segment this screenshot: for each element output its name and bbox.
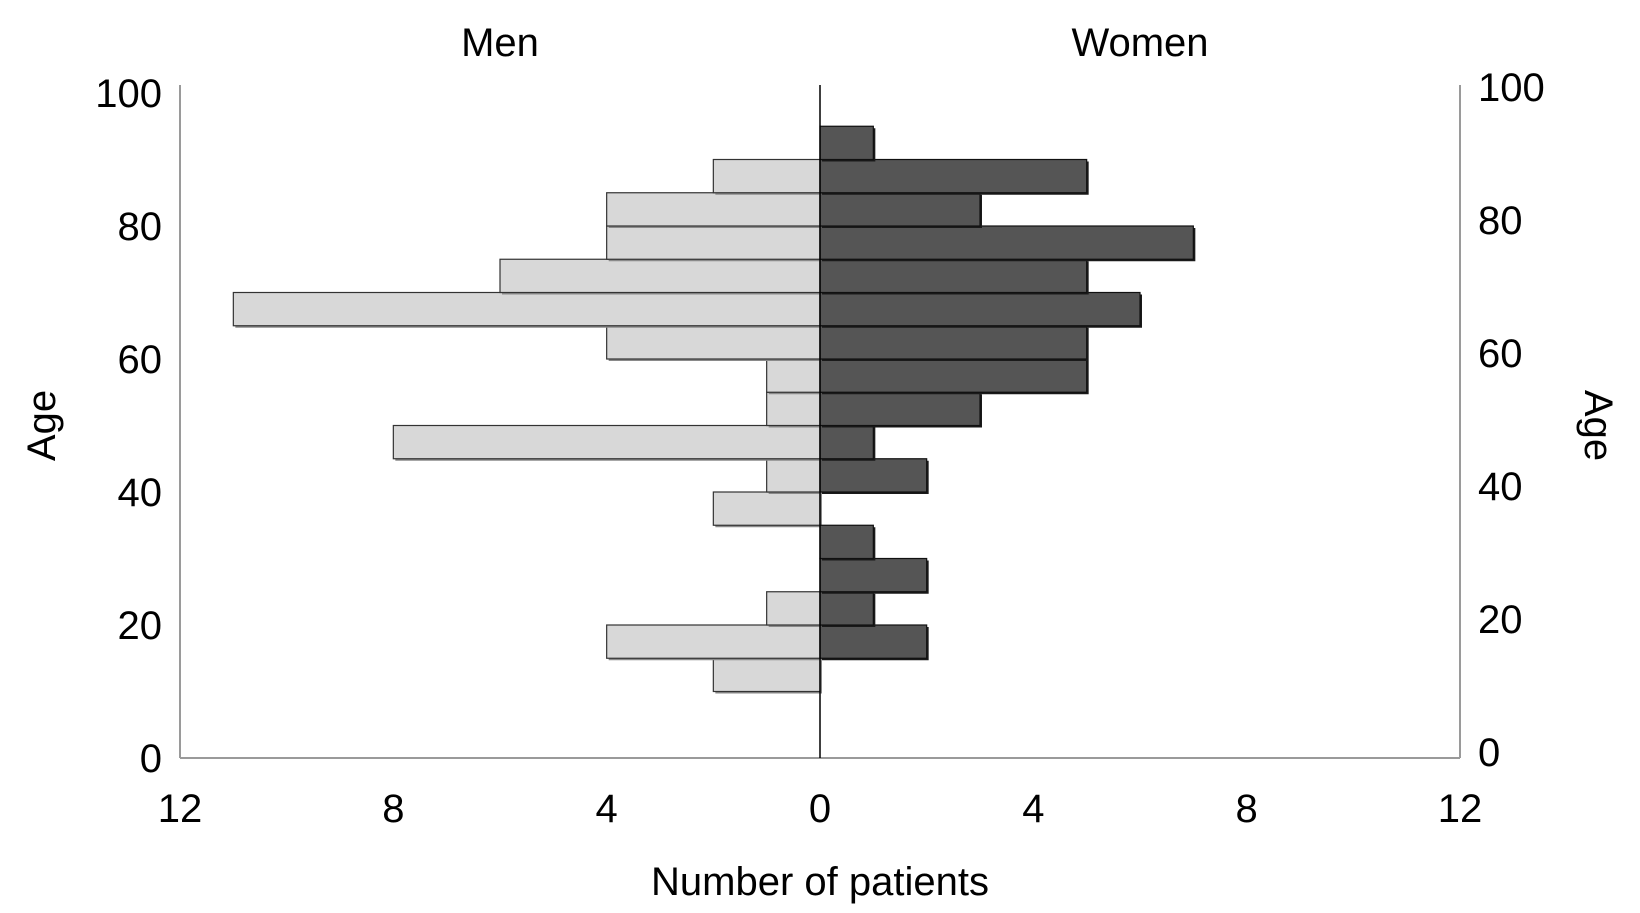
women-bar-55-60 (819, 358, 1088, 393)
men-bar-45-50 (392, 424, 821, 460)
x-tick-label-women: 4 (1022, 787, 1044, 831)
women-bar-80-85 (819, 192, 981, 227)
men-bar-75-80 (606, 225, 821, 260)
men-panel-title: Men (461, 21, 539, 65)
women-bar-85-90 (819, 158, 1088, 194)
x-tick-label-women: 12 (1438, 787, 1483, 831)
axes-group (179, 85, 1461, 759)
men-bar-65-70 (232, 291, 821, 327)
women-bar-30-35 (819, 524, 874, 560)
men-bars-group (232, 158, 823, 694)
y-tick-label-left: 60 (118, 338, 163, 382)
y-tick-label-right: 0 (1478, 731, 1500, 775)
women-bar-70-75 (819, 258, 1088, 294)
y-tick-label-right: 60 (1478, 332, 1523, 376)
men-bar-35-40 (712, 491, 821, 526)
men-bar-55-60 (766, 358, 821, 393)
x-tick-label-men: 0 (809, 787, 831, 831)
men-bar-40-45 (766, 458, 821, 493)
men-bar-50-55 (766, 391, 821, 427)
x-tick-label-men: 4 (596, 787, 618, 831)
y-tick-label-left: 0 (140, 737, 162, 781)
women-bar-50-55 (819, 391, 981, 427)
y-tick-label-right: 80 (1478, 199, 1523, 243)
x-axis-label: Number of patients (651, 860, 989, 904)
x-tick-label-men: 12 (158, 787, 203, 831)
men-bar-80-85 (606, 192, 821, 227)
women-bar-15-20 (819, 624, 928, 659)
men-bar-70-75 (499, 258, 821, 294)
y-axis-label-right: Age (1576, 390, 1620, 461)
y-tick-label-left: 40 (118, 471, 163, 515)
y-tick-label-left: 80 (118, 205, 163, 249)
y-tick-label-left: 100 (95, 72, 162, 116)
men-bar-85-90 (712, 158, 821, 194)
women-bar-75-80 (819, 225, 1194, 260)
women-bar-25-30 (819, 557, 928, 593)
women-panel-title: Women (1071, 21, 1208, 65)
men-bar-10-15 (712, 657, 821, 693)
y-tick-label-right: 100 (1478, 66, 1545, 110)
y-axis-label-left: Age (20, 390, 64, 461)
women-bar-40-45 (819, 458, 928, 493)
women-bar-45-50 (819, 424, 874, 460)
men-bar-60-65 (606, 325, 821, 360)
men-bar-20-25 (766, 591, 821, 626)
women-bars-group (819, 125, 1196, 661)
women-bar-60-65 (819, 325, 1088, 360)
y-tick-label-left: 20 (118, 604, 163, 648)
women-bar-90-95 (819, 125, 874, 161)
women-bar-65-70 (819, 291, 1141, 327)
x-tick-label-men: 8 (382, 787, 404, 831)
x-tick-label-women: 8 (1236, 787, 1258, 831)
y-tick-label-right: 40 (1478, 465, 1523, 509)
men-bar-15-20 (606, 624, 821, 659)
y-tick-label-right: 20 (1478, 598, 1523, 642)
women-bar-20-25 (819, 591, 874, 626)
